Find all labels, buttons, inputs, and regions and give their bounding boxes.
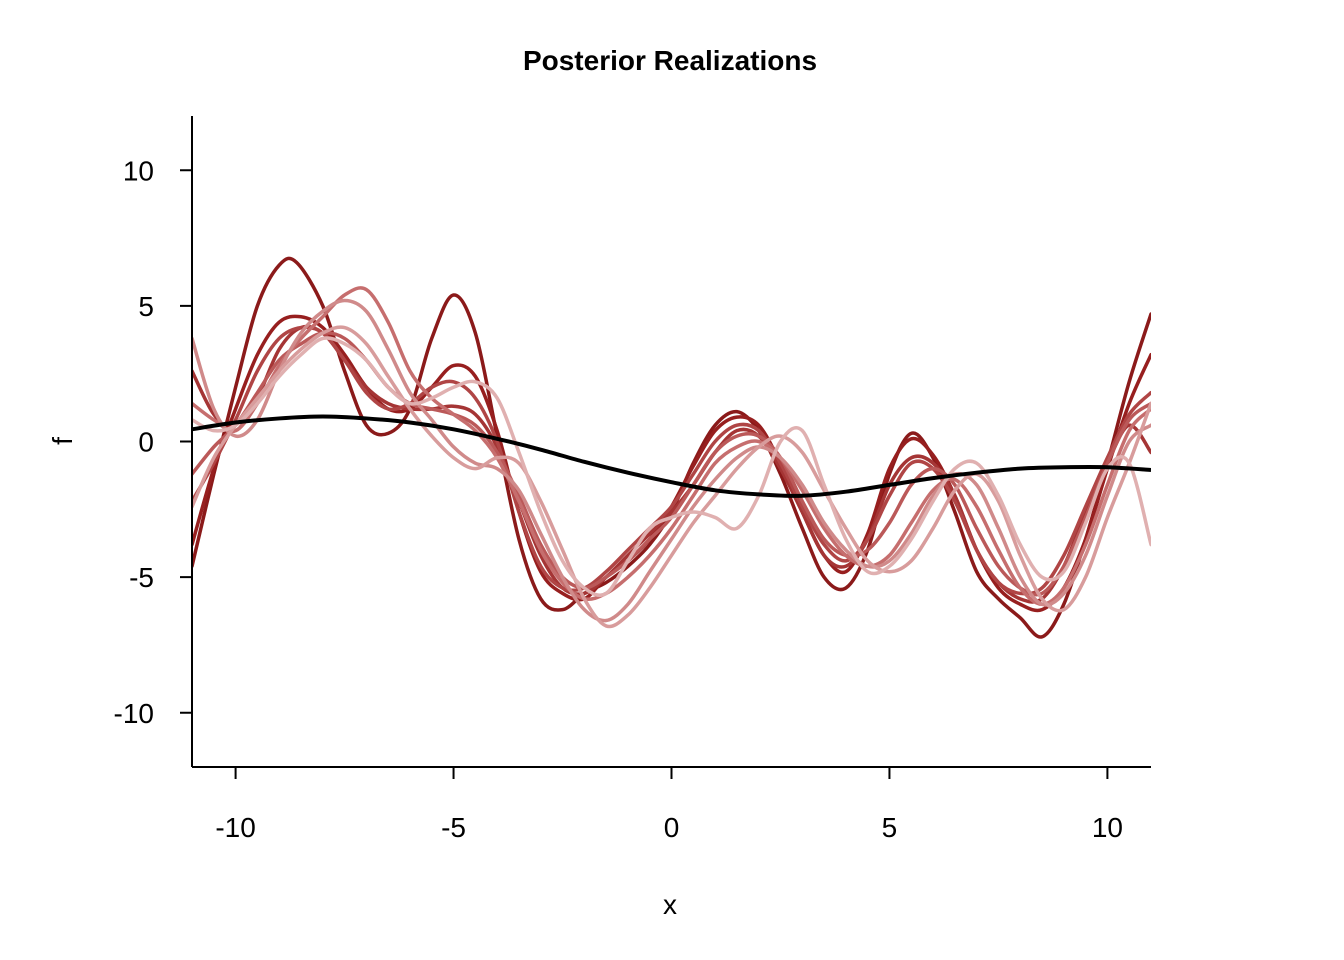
realization-line-1 — [192, 256, 1151, 639]
plot-area — [192, 256, 1151, 639]
axes: -10 -5 0 5 10 -10 -5 0 5 10 — [114, 116, 1151, 843]
y-tick-label: 0 — [138, 427, 154, 458]
y-tick-label: 10 — [123, 155, 154, 186]
posterior-mean-line — [192, 414, 1151, 498]
x-tick-label: 0 — [664, 812, 680, 843]
x-tick-label: 10 — [1092, 812, 1123, 843]
y-tick-label: 5 — [138, 291, 154, 322]
y-tick-label: -5 — [129, 562, 154, 593]
realization-line-9 — [192, 336, 1151, 597]
realization-line-6 — [192, 286, 1151, 606]
realization-line-3 — [192, 324, 1151, 604]
realization-line-4 — [192, 325, 1151, 596]
realization-line-7 — [192, 298, 1151, 623]
x-tick-label: 5 — [882, 812, 898, 843]
y-axis-ticks: -10 -5 0 5 10 — [114, 155, 192, 729]
x-tick-label: -10 — [215, 812, 255, 843]
series-layer — [192, 256, 1151, 639]
realization-line-8 — [192, 325, 1151, 629]
chart-title: Posterior Realizations — [523, 45, 817, 76]
y-axis-label: f — [47, 437, 78, 445]
x-axis-ticks: -10 -5 0 5 10 — [215, 767, 1123, 843]
x-tick-label: -5 — [441, 812, 466, 843]
y-tick-label: -10 — [114, 698, 154, 729]
mean-layer — [192, 414, 1151, 498]
x-axis-label: x — [663, 889, 677, 920]
